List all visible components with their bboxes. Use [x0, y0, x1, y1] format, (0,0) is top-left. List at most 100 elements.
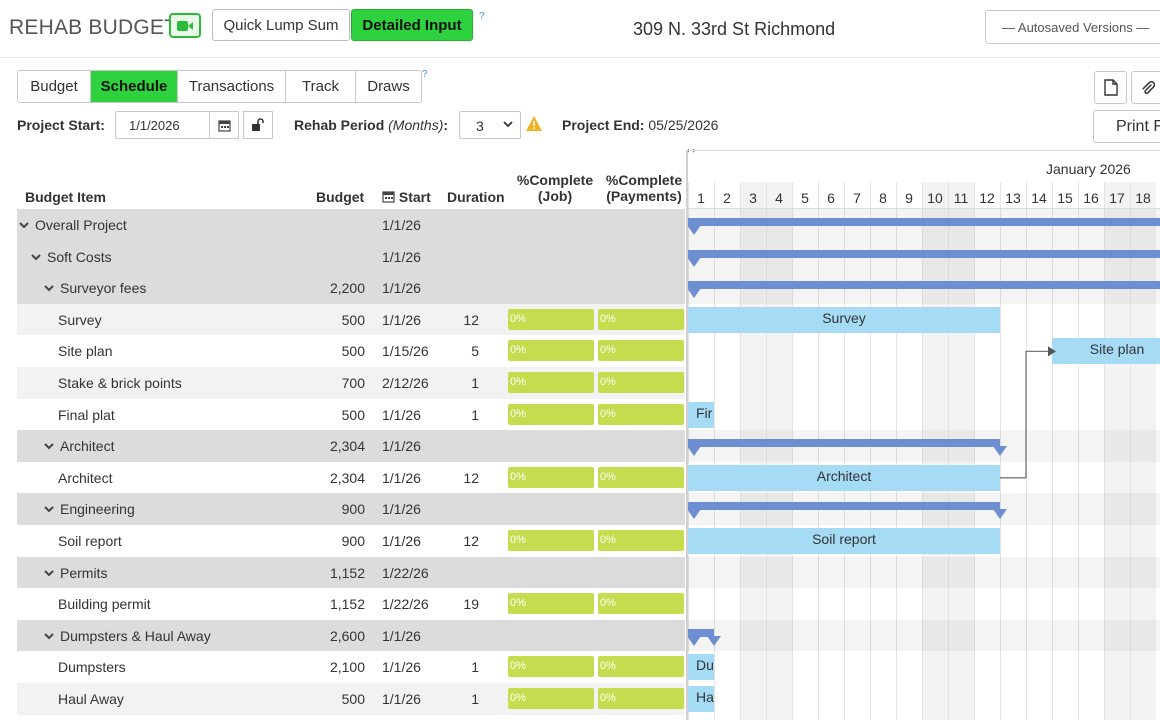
chevron-down-icon[interactable] [31, 252, 41, 262]
tab-budget[interactable]: Budget [18, 71, 91, 102]
table-row[interactable]: Stake & brick points 700 2/12/26 1 0% 0% [17, 367, 685, 399]
tabs-help-icon[interactable]: ? [422, 69, 428, 80]
pct-complete-payments-bar[interactable]: 0% [598, 403, 684, 425]
col-budget[interactable]: Budget [316, 189, 365, 205]
row-budget[interactable]: 700 [341, 375, 365, 391]
row-budget[interactable]: 1,152 [329, 596, 365, 613]
row-budget[interactable]: 500 [341, 691, 365, 707]
table-row[interactable]: Architect 2,304 1/1/26 [17, 430, 685, 462]
row-start-date[interactable]: 1/22/26 [382, 564, 429, 581]
row-start-date[interactable]: 1/1/26 [382, 280, 421, 297]
autosaved-versions-dropdown[interactable]: — Autosaved Versions — [985, 10, 1160, 44]
row-budget[interactable]: 2,100 [329, 659, 365, 676]
row-start-date[interactable]: 1/22/26 [382, 596, 429, 613]
pct-complete-payments-bar[interactable]: 0% [598, 688, 684, 709]
table-row[interactable]: Architect 2,304 1/1/26 12 0% 0% [17, 461, 685, 494]
row-start-date[interactable]: 1/1/26 [382, 533, 421, 549]
pct-complete-job-bar[interactable]: 0% [508, 308, 594, 330]
row-start-date[interactable]: 1/1/26 [382, 311, 421, 328]
row-budget[interactable]: 2,200 [329, 280, 365, 297]
row-budget[interactable]: 500 [341, 343, 365, 360]
tab-draws[interactable]: Draws [356, 71, 421, 102]
row-duration[interactable]: 1 [471, 406, 479, 423]
row-start-date[interactable]: 1/1/26 [382, 217, 421, 233]
row-duration[interactable]: 19 [463, 596, 479, 613]
row-duration[interactable]: 12 [463, 469, 479, 486]
project-start-input[interactable]: 1/1/2026 [115, 111, 210, 139]
col-pct-complete-payments[interactable]: %Complete (Payments) [602, 172, 686, 204]
row-duration[interactable]: 1 [471, 659, 479, 676]
gantt-summary-bar[interactable] [688, 628, 714, 637]
attachment-button[interactable] [1131, 71, 1160, 104]
pct-complete-job-bar[interactable]: 0% [508, 340, 594, 362]
tab-schedule[interactable]: Schedule [91, 71, 178, 102]
row-budget[interactable]: 500 [341, 311, 365, 328]
chevron-down-icon[interactable] [19, 220, 29, 230]
row-budget[interactable]: 2,600 [329, 627, 365, 644]
pct-complete-payments-bar[interactable]: 0% [598, 656, 684, 678]
row-start-date[interactable]: 1/1/26 [382, 627, 421, 644]
gantt-task-bar[interactable]: Site plan [1052, 338, 1160, 365]
row-duration[interactable]: 12 [463, 533, 479, 549]
row-start-date[interactable]: 2/12/26 [382, 375, 429, 391]
row-start-date[interactable]: 1/1/26 [382, 438, 421, 455]
tab-transactions[interactable]: Transactions [178, 71, 286, 102]
unlock-button[interactable] [243, 111, 273, 139]
table-row[interactable]: Haul Away 500 1/1/26 1 0% 0% [17, 683, 685, 715]
table-row[interactable]: Engineering 900 1/1/26 [17, 493, 685, 525]
pct-complete-job-bar[interactable]: 0% [508, 656, 594, 678]
col-pct-complete-job[interactable]: %Complete (Job) [514, 172, 596, 204]
gantt-task-bar[interactable]: Soil report [688, 528, 1000, 554]
row-start-date[interactable]: 1/1/26 [382, 469, 421, 486]
pct-complete-payments-bar[interactable]: 0% [598, 372, 684, 393]
col-budget-item[interactable]: Budget Item [25, 189, 106, 205]
gantt-summary-bar[interactable] [688, 218, 1160, 226]
col-start[interactable]: Start [382, 189, 431, 205]
gantt-task-bar[interactable]: Ha [688, 686, 714, 712]
pct-complete-job-bar[interactable]: 0% [508, 372, 594, 393]
row-budget[interactable]: 900 [341, 501, 365, 518]
row-start-date[interactable]: 1/15/26 [382, 343, 429, 360]
row-budget[interactable]: 900 [341, 533, 365, 549]
table-row[interactable]: Overall Project 1/1/26 [17, 209, 685, 241]
table-row[interactable]: Building permit 1,152 1/22/26 19 0% 0% [17, 588, 685, 620]
pct-complete-job-bar[interactable]: 0% [508, 688, 594, 709]
chevron-down-icon[interactable] [44, 283, 54, 293]
row-start-date[interactable]: 1/1/26 [382, 248, 421, 265]
quick-lump-sum-button[interactable]: Quick Lump Sum [212, 9, 350, 41]
chevron-down-icon[interactable] [44, 568, 54, 578]
document-button[interactable] [1094, 71, 1127, 104]
detailed-input-button[interactable]: Detailed Input [351, 9, 473, 41]
pct-complete-payments-bar[interactable]: 0% [598, 340, 684, 362]
pct-complete-payments-bar[interactable]: 0% [598, 593, 684, 615]
gantt-task-bar[interactable]: Architect [688, 464, 1000, 491]
table-row[interactable]: Permits 1,152 1/22/26 [17, 556, 685, 589]
table-row[interactable]: Dumpsters & Haul Away 2,600 1/1/26 [17, 619, 685, 652]
table-row[interactable]: Dumpsters 2,100 1/1/26 1 0% 0% [17, 651, 685, 683]
row-duration[interactable]: 5 [471, 343, 479, 360]
table-row[interactable]: Surveyor fees 2,200 1/1/26 [17, 272, 685, 304]
table-row[interactable]: Final plat 500 1/1/26 1 0% 0% [17, 398, 685, 431]
gantt-summary-bar[interactable] [688, 502, 1000, 511]
col-duration[interactable]: Duration [447, 189, 505, 205]
row-budget[interactable]: 2,304 [329, 438, 365, 455]
table-row[interactable]: Soil report 900 1/1/26 12 0% 0% [17, 525, 685, 557]
chevron-down-icon[interactable] [44, 441, 54, 451]
gantt-task-bar[interactable]: Du [688, 654, 714, 681]
table-row[interactable]: Survey 500 1/1/26 12 0% 0% [17, 303, 685, 336]
row-duration[interactable]: 1 [471, 691, 479, 707]
mode-help-icon[interactable]: ? [479, 11, 485, 22]
gantt-task-bar[interactable]: Survey [688, 306, 1000, 333]
gantt-summary-bar[interactable] [688, 281, 1160, 290]
row-start-date[interactable]: 1/1/26 [382, 691, 421, 707]
table-row[interactable]: Site plan 500 1/15/26 5 0% 0% [17, 335, 685, 367]
row-start-date[interactable]: 1/1/26 [382, 406, 421, 423]
calendar-picker-button[interactable] [209, 111, 239, 139]
pct-complete-payments-bar[interactable]: 0% [598, 308, 684, 330]
rehab-period-select[interactable]: 3 [459, 111, 521, 139]
row-duration[interactable]: 12 [463, 311, 479, 328]
gantt-summary-bar[interactable] [688, 249, 1160, 258]
chevron-down-icon[interactable] [44, 504, 54, 514]
pct-complete-job-bar[interactable]: 0% [508, 593, 594, 615]
row-budget[interactable]: 2,304 [329, 469, 365, 486]
